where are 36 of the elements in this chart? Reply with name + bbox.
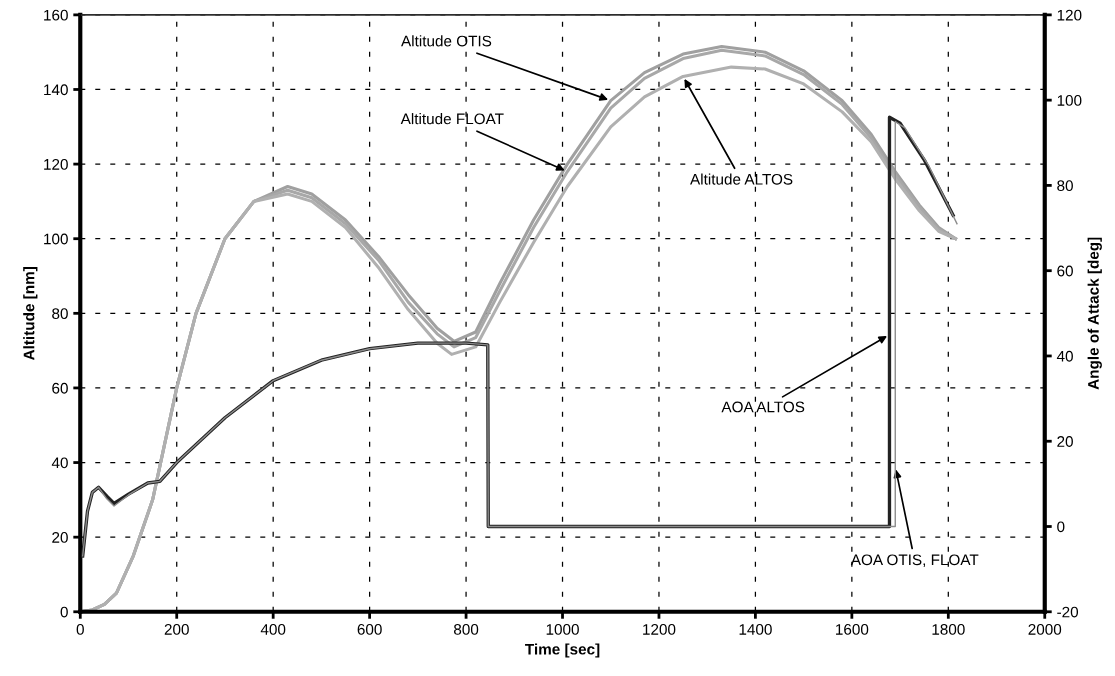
x-tick-label: 0 — [76, 623, 84, 635]
x-tick-label: 200 — [164, 623, 189, 635]
annotation: Altitude OTIS — [401, 35, 492, 47]
y2-tick-label: -20 — [1057, 606, 1079, 618]
annotation: AOA ALTOS — [721, 401, 805, 413]
y-tick-label: 160 — [44, 9, 68, 21]
y-tick-label: 100 — [44, 233, 68, 245]
x-tick-label: 800 — [453, 623, 479, 635]
y-tick-label: 20 — [52, 532, 68, 543]
y2-tick-label: 60 — [1057, 265, 1073, 277]
x-tick-label: 1600 — [836, 623, 869, 635]
annotation: AOA OTIS, FLOAT — [850, 554, 979, 568]
x-tick-label: 1800 — [932, 623, 965, 635]
y2-tick-label: 80 — [1057, 180, 1073, 192]
x-tick-label: 1200 — [643, 623, 676, 635]
y-tick-label: 80 — [52, 308, 68, 320]
y-tick-label: 120 — [44, 158, 68, 170]
y2-tick-label: 120 — [1057, 9, 1082, 21]
x-tick-label: 600 — [357, 623, 382, 635]
x-tick-label: 400 — [260, 623, 286, 635]
y-tick-label: 0 — [60, 606, 68, 618]
y-tick-label: 60 — [52, 382, 68, 394]
y2-tick-label: 20 — [1057, 436, 1073, 447]
y2-axis-title: Angle of Attack [deg] — [1087, 237, 1102, 390]
y-axis-title: Altitude [nm] — [23, 267, 38, 361]
x-tick-label: 1000 — [546, 623, 579, 635]
y-tick-label: 40 — [51, 457, 68, 469]
annotation: Altitude FLOAT — [400, 113, 504, 125]
y2-tick-label: 40 — [1056, 350, 1073, 362]
y2-tick-label: 0 — [1057, 521, 1065, 533]
x-axis-title: Time [sec] — [525, 643, 600, 658]
x-tick-label: 1400 — [739, 623, 772, 635]
y2-tick-label: 100 — [1057, 95, 1082, 106]
annotation: Altitude ALTOS — [690, 173, 793, 185]
y-tick-label: 140 — [44, 84, 68, 96]
x-tick-label: 2000 — [1028, 623, 1062, 635]
